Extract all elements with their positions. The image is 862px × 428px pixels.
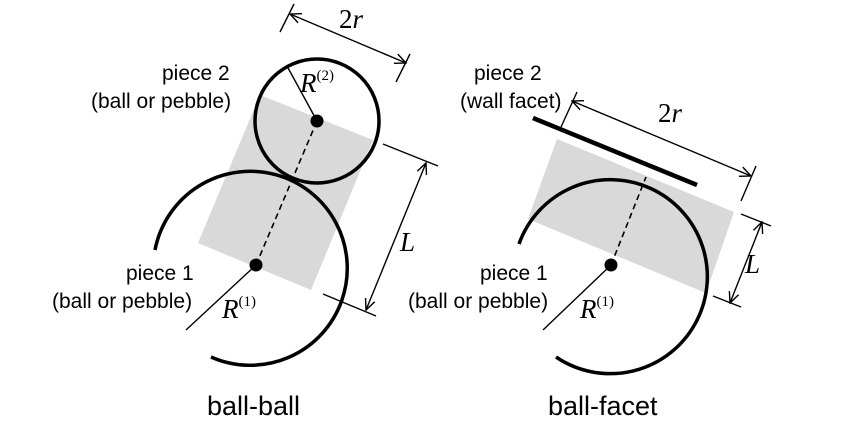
radius-line-piece2-left [286,65,318,122]
width-ext-a-left [279,3,295,33]
radius-line-piece1-left [185,264,257,331]
length-ext-a-right [740,213,772,227]
ball-piece1-right [517,177,710,376]
width-label-right: 2r [658,98,683,128]
radius1-label-right: R(1) [579,294,614,324]
length-label-right: L [744,249,760,279]
radius2-label-left: R(2) [299,68,334,98]
ball-facet-panel: 2r L piece 2 (wall facet) piece 1 (ball … [408,62,772,421]
caption-left: ball-ball [207,391,300,421]
width-dimension-left [290,14,406,63]
piece1-title-right: piece 1 [480,262,548,285]
length-dimension-left [366,163,426,310]
piece1-title-left: piece 1 [126,262,194,285]
length-ext-b-right [712,295,742,308]
width-ext-a-right [560,91,578,128]
piece2-title-left: piece 2 [162,62,230,85]
width-ext-b-right [740,165,757,202]
length-label-left: L [399,227,415,257]
ball-ball-panel: 2r L piece 2 (ball or pebble) piece 1 (b… [52,3,439,421]
radius-line-piece1-right [542,264,612,331]
ball-piece1-left [153,169,349,368]
piece2-title-right: piece 2 [474,62,542,85]
width-dimension-right [572,101,751,176]
radius1-label-left: R(1) [221,294,256,324]
piece1-sub-right: (ball or pebble) [408,290,548,313]
width-ext-b-left [395,53,411,83]
length-ext-a-left [382,143,439,167]
piece1-sub-left: (ball or pebble) [52,290,192,313]
center-line-right [610,176,647,266]
center-line-left [255,120,318,266]
caption-right: ball-facet [548,391,658,421]
piece2-sub-left: (ball or pebble) [91,90,231,113]
contact-cylinder-left [198,95,373,290]
width-label-left: 2r [339,4,364,34]
piece2-sub-right: (wall facet) [460,90,562,113]
length-dimension-right [730,222,762,303]
length-ext-b-left [322,293,377,317]
